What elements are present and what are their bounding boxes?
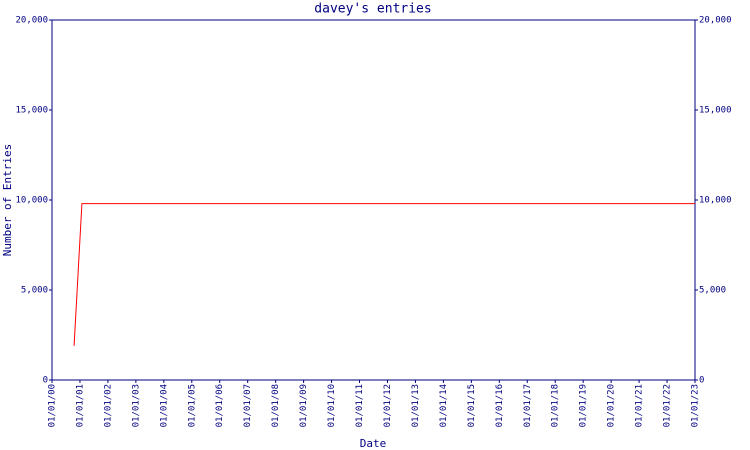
chart-title: davey's entries [314,2,431,17]
x-tick-label: 01/01/12 [383,384,393,427]
y-axis-label: Number of Entries [1,144,14,257]
x-tick-label: 01/01/19 [579,384,589,427]
y2-tick-label: 15,000 [699,106,732,116]
x-tick-label: 01/01/03 [131,384,141,427]
x-tick-label: 01/01/21 [635,384,645,427]
x-tick-label: 01/01/16 [495,384,505,427]
y-tick-label: 15,000 [15,106,48,116]
x-tick-label: 01/01/09 [299,384,309,427]
x-tick-label: 01/01/17 [523,384,533,427]
x-tick-label: 01/01/15 [467,384,477,427]
x-tick-label: 01/01/02 [103,384,113,427]
y-tick-label: 0 [43,376,48,386]
x-tick-label: 01/01/10 [327,384,337,427]
x-tick-label: 01/01/07 [243,384,253,427]
x-tick-label: 01/01/01 [75,384,85,427]
x-tick-label: 01/01/11 [355,384,365,427]
x-tick-label: 01/01/04 [159,384,169,427]
x-tick-label: 01/01/14 [439,384,449,427]
x-tick-label: 01/01/05 [187,384,197,427]
plot-frame [51,19,696,381]
y2-tick-label: 10,000 [699,196,732,206]
x-tick-label: 01/01/00 [48,384,58,427]
x-tick-label: 01/01/20 [607,384,617,427]
y2-tick-label: 5,000 [699,286,726,296]
y-tick-label: 5,000 [21,286,48,296]
y2-tick-label: 20,000 [699,16,732,26]
x-tick-label: 01/01/22 [663,384,673,427]
y-tick-label: 20,000 [15,16,48,26]
x-tick-label: 01/01/06 [215,384,225,427]
x-tick-label: 01/01/13 [411,384,421,427]
data-line [73,203,695,346]
x-tick-label: 01/01/08 [271,384,281,427]
y2-tick-label: 0 [699,376,704,386]
x-tick-label: 01/01/18 [551,384,561,427]
x-tick-label: 01/01/23 [691,384,701,427]
x-axis-label: Date [360,437,387,450]
y-tick-label: 10,000 [15,196,48,206]
